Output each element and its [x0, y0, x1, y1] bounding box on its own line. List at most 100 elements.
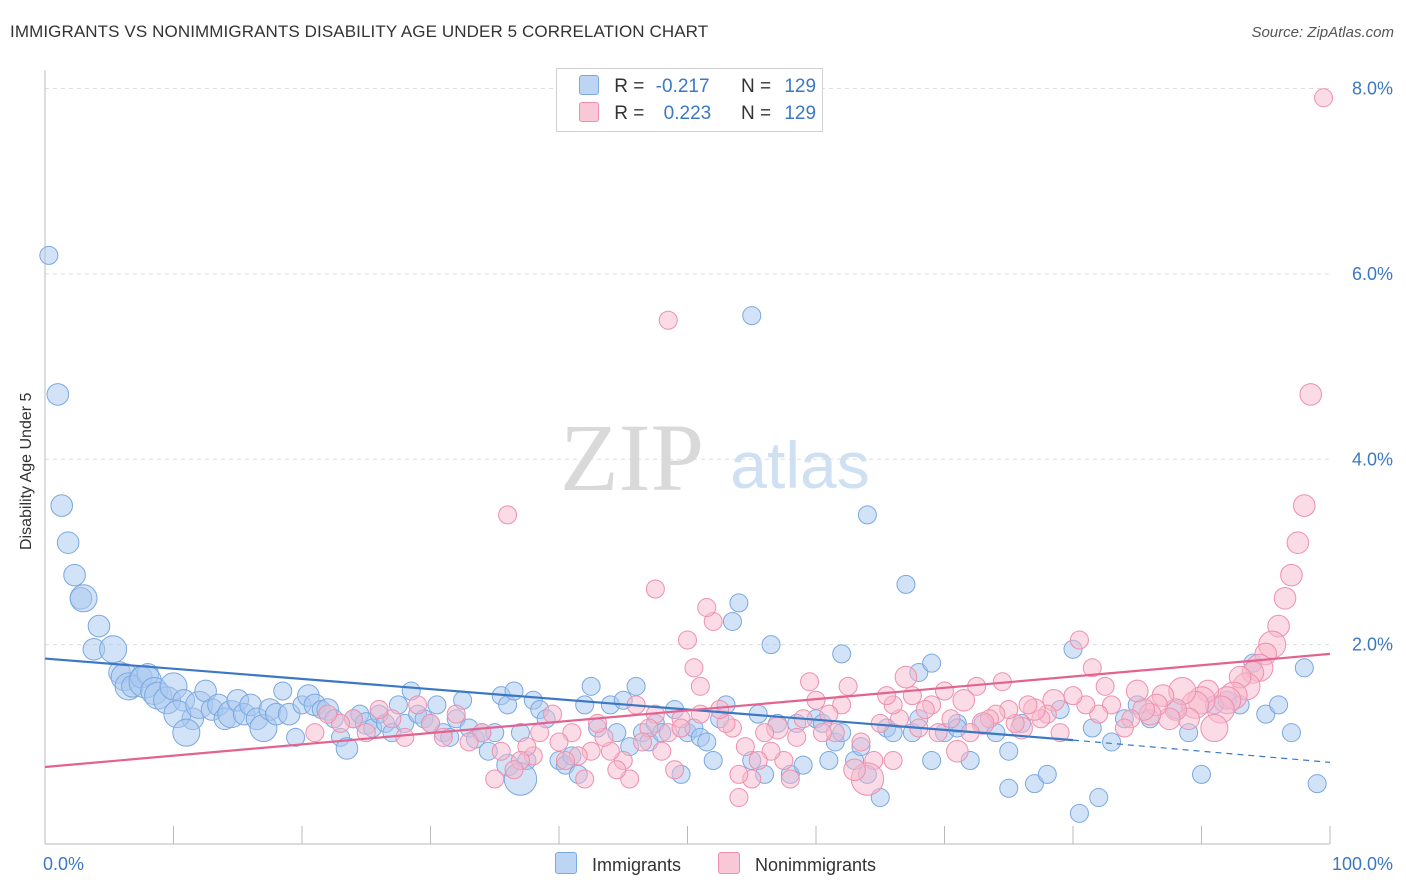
nonimmigrants-legend-swatch [718, 852, 740, 874]
nonimmigrants-point [446, 704, 466, 724]
nonimmigrants-point [607, 760, 627, 780]
bottom-legend-nonimmigrants: Nonimmigrants [718, 852, 876, 876]
nonimmigrants-point [935, 681, 954, 701]
nonimmigrants-point [843, 758, 866, 782]
nonimmigrants-point [894, 665, 918, 689]
immigrants-point [1281, 723, 1301, 743]
nonimmigrants-point [555, 750, 575, 770]
nonimmigrants-point [645, 579, 665, 599]
immigrants-point [286, 727, 306, 747]
nonimmigrants-point [504, 760, 524, 780]
immigrants-point [172, 718, 201, 747]
nonimmigrants-point [1095, 676, 1115, 696]
nonimmigrants-point [800, 672, 820, 692]
immigrants-swatch [579, 75, 599, 95]
immigrants-legend-swatch [555, 852, 577, 874]
nonimmigrants-point [658, 310, 678, 330]
nonimmigrants-point [1076, 695, 1096, 715]
nonimmigrants-point [729, 788, 749, 808]
nonimmigrants-point [774, 750, 794, 770]
immigrants-point [742, 306, 762, 326]
immigrants-point [793, 755, 813, 775]
immigrants-legend-label: Immigrants [592, 855, 682, 875]
immigrants-point [69, 584, 98, 613]
y-tick-label: 4.0% [1352, 449, 1393, 469]
y-tick-label: 6.0% [1352, 264, 1393, 284]
nonimmigrants-point [331, 713, 351, 733]
immigrants-point [1192, 764, 1211, 784]
nonimmigrants-point [729, 764, 749, 784]
immigrants-point [703, 750, 723, 770]
immigrants-point [427, 695, 447, 715]
legend-r-value: 0.223 [663, 103, 712, 124]
nonimmigrants-point [690, 676, 710, 696]
nonimmigrants-point [318, 704, 338, 724]
nonimmigrants-point [883, 750, 903, 770]
immigrants-point [722, 611, 742, 631]
nonimmigrants-point [1102, 695, 1122, 715]
legend: R = -0.217 N = 129 R = 0.223 N = 129 [556, 68, 823, 132]
watermark-zip: ZIP [560, 404, 704, 511]
nonimmigrants-point [1280, 563, 1303, 587]
axes [44, 70, 1331, 845]
nonimmigrants-point [1050, 723, 1070, 743]
nonimmigrants-point [1082, 658, 1102, 678]
nonimmigrants-point [735, 737, 755, 757]
immigrants-point [63, 563, 86, 587]
legend-r-label: R = [614, 103, 645, 124]
immigrants-point [626, 676, 646, 696]
y-axis-label: Disability Age Under 5 [18, 392, 35, 550]
immigrants-point [581, 676, 601, 696]
nonimmigrants-point [946, 739, 969, 763]
nonimmigrants-point [1089, 704, 1109, 724]
nonimmigrants-point [1200, 714, 1229, 743]
nonimmigrants-point [851, 732, 871, 752]
nonimmigrants-point [543, 704, 563, 724]
immigrants-point [697, 732, 717, 752]
nonimmigrants-point [838, 676, 858, 696]
immigrants-point [335, 737, 359, 760]
nonimmigrants-point [1314, 88, 1334, 108]
nonimmigrants-point [665, 760, 685, 780]
immigrants-point [575, 695, 595, 715]
nonimmigrants-point [408, 695, 428, 715]
immigrants-point [1269, 695, 1289, 715]
nonimmigrants-points [305, 88, 1334, 808]
x-tick-label: 0.0% [43, 854, 84, 874]
nonimmigrants-point [382, 709, 402, 729]
nonimmigrants-point [780, 769, 800, 789]
nonimmigrants-point [1063, 686, 1083, 706]
nonimmigrants-point [652, 741, 672, 761]
trend-lines [44, 652, 1331, 769]
nonimmigrants-point [671, 718, 691, 738]
nonimmigrants-point [915, 700, 935, 720]
immigrants-point [56, 531, 80, 554]
nonimmigrants-point [1069, 630, 1089, 650]
nonimmigrants-point [395, 727, 415, 747]
immigrants-point [857, 505, 877, 525]
nonimmigrants-point [812, 723, 832, 743]
legend-r-value: -0.217 [655, 76, 710, 97]
legend-row-immigrants: R = -0.217 N = 129 [579, 75, 816, 99]
nonimmigrants-point [459, 732, 479, 752]
legend-n-label: N = [740, 103, 772, 124]
nonimmigrants-point [549, 732, 569, 752]
immigrants-point [1037, 764, 1057, 784]
immigrants-point [50, 494, 74, 517]
immigrants-point [999, 778, 1019, 798]
nonimmigrants-legend-label: Nonimmigrants [755, 855, 877, 875]
y-tick-label: 2.0% [1352, 635, 1393, 655]
immigrants-point [922, 750, 942, 770]
nonimmigrants-point [356, 723, 376, 743]
grid-lines [45, 88, 1330, 646]
nonimmigrants-point [1286, 531, 1310, 554]
immigrants-point [819, 750, 839, 770]
nonimmigrants-point [575, 769, 595, 789]
bottom-legend-immigrants: Immigrants [555, 852, 681, 876]
nonimmigrants-point [620, 769, 640, 789]
immigrants-point [1294, 658, 1314, 678]
nonimmigrants-point [1293, 494, 1316, 517]
nonimmigrants-point [697, 598, 717, 618]
immigrants-point [729, 593, 749, 613]
immigrants-point [87, 614, 111, 638]
